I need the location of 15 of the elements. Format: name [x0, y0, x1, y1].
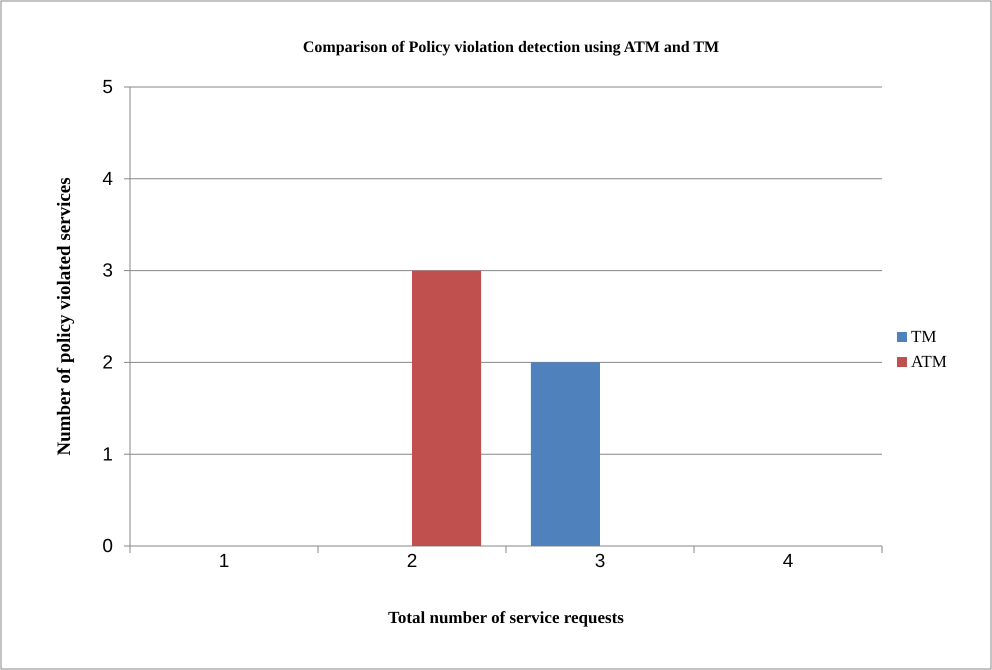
y-tick-label: 4	[102, 168, 114, 190]
y-tick-label: 5	[102, 77, 113, 98]
x-tick-label: 3	[594, 551, 606, 572]
y-tick-label: 3	[102, 260, 113, 282]
legend-label: ATM	[911, 352, 947, 371]
x-tick-label: 2	[406, 551, 418, 572]
x-tick-label: 1	[218, 551, 230, 572]
y-tick-label: 2	[102, 352, 113, 374]
x-axis-title: Total number of service requests	[388, 608, 624, 627]
legend-label: TM	[911, 327, 936, 346]
y-tick-label: 0	[102, 536, 113, 558]
y-axis-title: Number of policy violated services	[54, 177, 75, 456]
y-tick-label: 1	[102, 444, 113, 466]
x-tick-label: 4	[782, 551, 794, 572]
chart-title: Comparison of Policy violation detection using ATM and TM	[302, 39, 720, 56]
